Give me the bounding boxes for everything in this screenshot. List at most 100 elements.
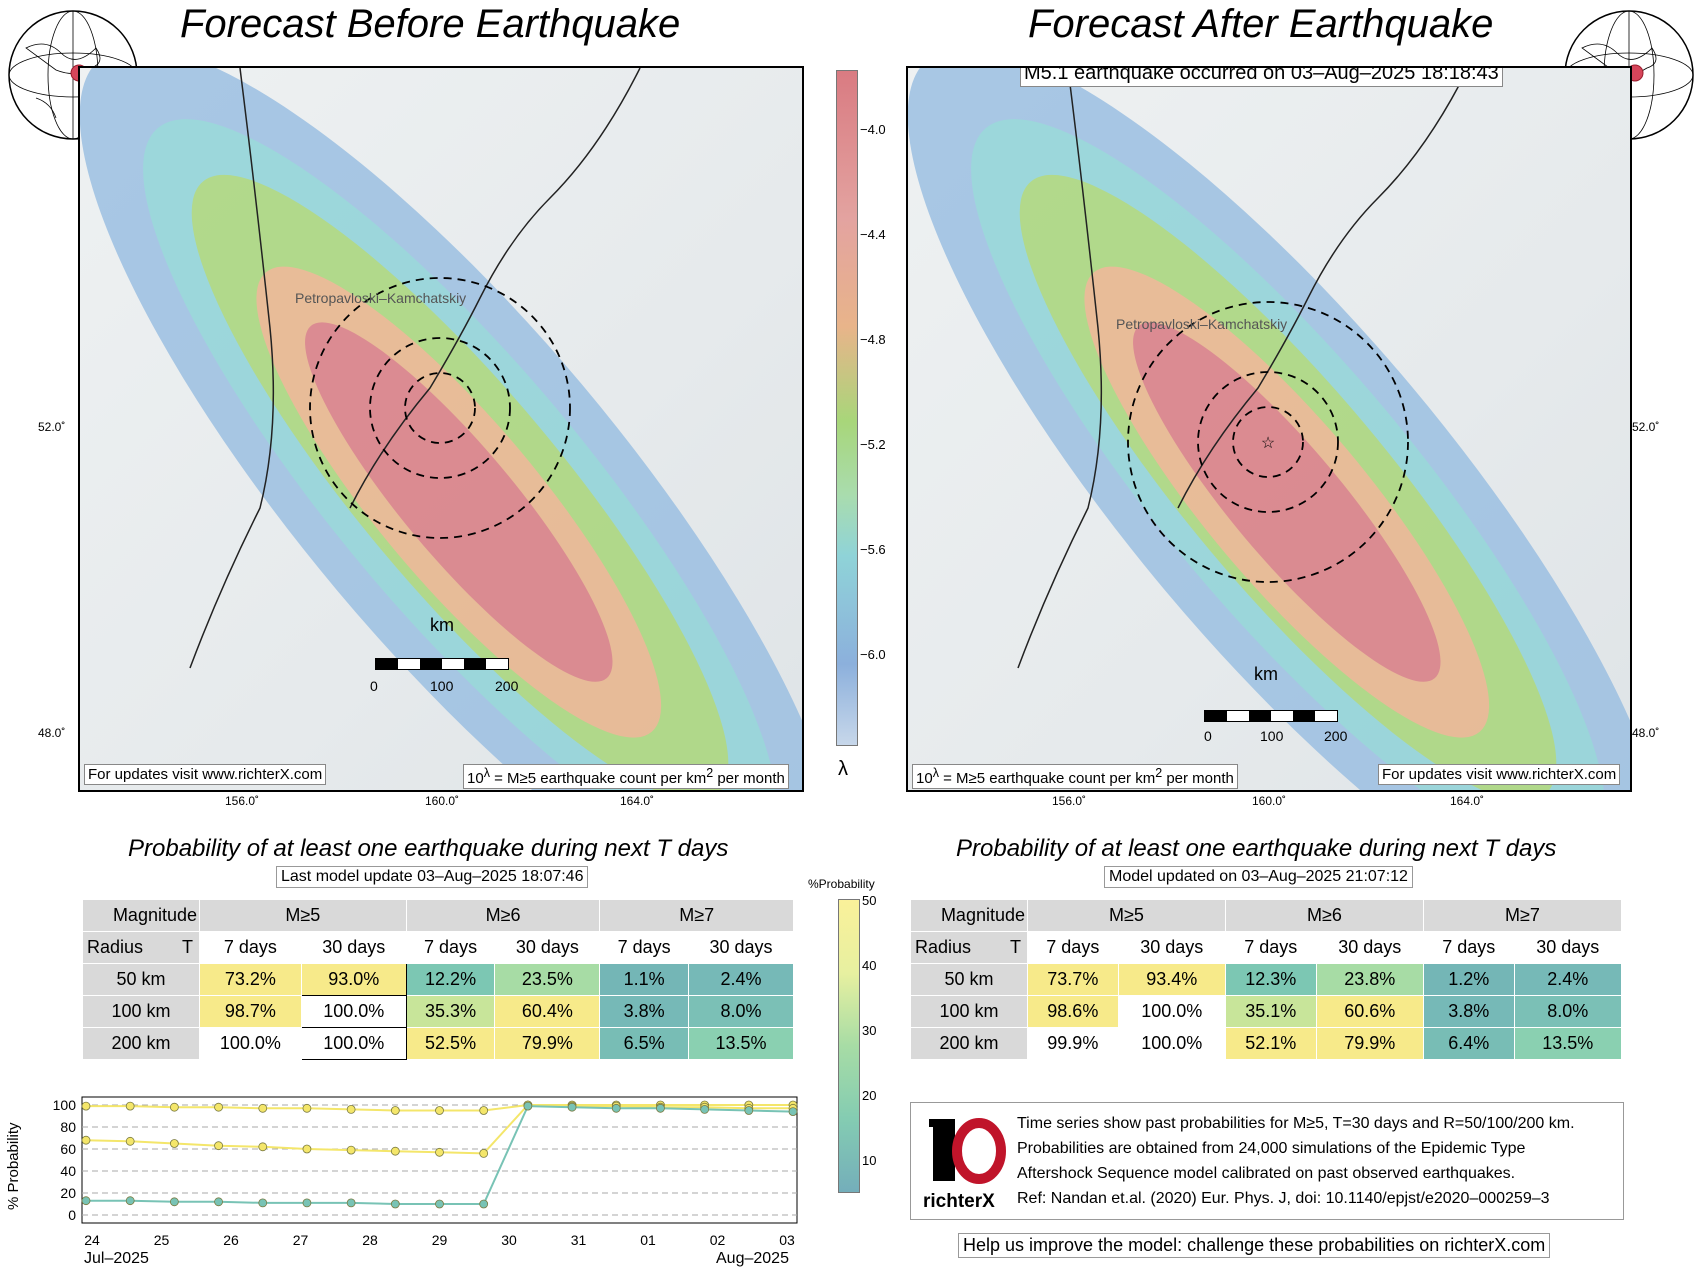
units-sup: λ (932, 766, 939, 780)
svg-text:☆: ☆ (1261, 435, 1275, 452)
period-header: 30 days (1513, 931, 1623, 964)
timeseries-xtick: 29 (432, 1232, 448, 1248)
mag-header: M≥6 (1224, 899, 1424, 932)
units-text: 10 (916, 770, 933, 787)
prob-cell: 100.0% (199, 1027, 302, 1060)
prob-cell: 100.0% (1117, 1027, 1226, 1060)
left-forecast-map[interactable]: Petropavloski–Kamchatskiy km 0 100 200 F… (78, 66, 804, 792)
corner-radius: Radius T (910, 931, 1028, 964)
prob-cell: 35.3% (405, 995, 496, 1028)
timeseries-point (125, 1196, 135, 1206)
prob-cell: 1.2% (1422, 963, 1515, 996)
radius-cell: 200 km (82, 1027, 200, 1060)
prob-cell: 13.5% (687, 1027, 795, 1060)
prob-cell: 79.9% (1315, 1027, 1424, 1060)
units-text: per month (1162, 770, 1234, 787)
table-row: 100 km 98.7% 100.0% 35.3% 60.4% 3.8% 8.0… (82, 995, 795, 1028)
timeseries-point (788, 1107, 798, 1116)
timeseries-xtick: 01 (640, 1232, 656, 1248)
info-box: richterX Time series show past probabili… (910, 1102, 1624, 1220)
prob-cell: 35.1% (1224, 995, 1317, 1028)
prob-cell: 13.5% (1513, 1027, 1623, 1060)
timeseries-ytick: 80 (60, 1119, 76, 1135)
mag-header: M≥5 (199, 899, 407, 932)
left-prob-title: Probability of at least one earthquake d… (128, 835, 729, 862)
scale-tick: 100 (430, 678, 454, 694)
prob-cell: 100.0% (300, 995, 407, 1028)
scale-bar (375, 658, 509, 670)
timeseries-point (81, 1101, 91, 1111)
prob-cell: 52.5% (405, 1027, 496, 1060)
table-row: 200 km 100.0% 100.0% 52.5% 79.9% 6.5% 13… (82, 1027, 795, 1060)
scale-tick: 200 (1324, 728, 1348, 744)
prob-cell: 79.9% (494, 1027, 601, 1060)
timeseries-point (435, 1199, 444, 1209)
timeseries-point (390, 1146, 400, 1156)
corner-t-label: T (182, 937, 193, 957)
timeseries-point (479, 1149, 489, 1158)
period-header: 30 days (1117, 931, 1226, 964)
lon-tick: 164.0˚ (1450, 794, 1485, 808)
timeseries-series (81, 1100, 798, 1209)
timeseries-chart: 100 80 60 40 20 0 24 25 26 27 28 29 30 31 01 02 03 (53, 1096, 798, 1248)
scale-tick: 0 (370, 678, 378, 694)
units-text: per month (713, 770, 785, 787)
timeseries-point (214, 1197, 223, 1207)
prob-cell: 100.0% (300, 1027, 407, 1060)
prob-cell: 99.9% (1027, 1027, 1119, 1060)
timeseries-ytick: 100 (53, 1097, 77, 1113)
timeseries-ytick: 60 (60, 1141, 76, 1157)
event-banner: M5.1 earthquake occurred on 03–Aug–2025 … (1020, 68, 1503, 87)
timeseries-ylabel: % Probability (5, 1122, 22, 1210)
prob-cell: 93.4% (1117, 963, 1226, 996)
units-text: 10 (467, 770, 484, 787)
period-header: 7 days (405, 931, 496, 964)
timeseries-point (302, 1198, 312, 1208)
period-header: 7 days (599, 931, 689, 964)
timeseries-point (125, 1136, 135, 1146)
timeseries-point (258, 1103, 268, 1113)
prob-colorbar (838, 899, 860, 1193)
timeseries-labels: 100 80 60 40 20 0 24 25 26 27 28 29 30 31 01 02 03 (53, 1097, 795, 1248)
period-header: 7 days (1422, 931, 1515, 964)
scale-tick: 200 (495, 678, 519, 694)
colorbar-tick: −4.8 (860, 332, 886, 347)
prob-cell: 2.4% (687, 963, 795, 996)
period-header: 30 days (687, 931, 795, 964)
lon-tick: 156.0˚ (225, 794, 260, 808)
left-prob-subtitle: Last model update 03–Aug–2025 18:07:46 (276, 866, 589, 888)
timeseries-point (700, 1105, 710, 1114)
timeseries-xtick: 02 (710, 1232, 726, 1248)
timeseries-point (346, 1105, 356, 1114)
help-link[interactable]: Help us improve the model: challenge the… (958, 1233, 1551, 1258)
lat-tick: 52.0˚ (38, 420, 66, 434)
colorbar-tick: −5.6 (860, 542, 886, 557)
timeseries-xtick: 26 (223, 1232, 239, 1248)
scale-tick: 0 (1204, 728, 1212, 744)
prob-cell: 2.4% (1513, 963, 1623, 996)
scale-label: km (430, 615, 454, 635)
timeseries-point (302, 1103, 312, 1113)
timeseries-point (479, 1199, 489, 1209)
prob-colorbar-tick: 20 (862, 1088, 877, 1103)
right-forecast-map[interactable]: ☆ M5.1 earthquake occurred on 03–Aug–202… (906, 66, 1632, 792)
lon-tick: 160.0˚ (1252, 794, 1287, 808)
richterx-logo-icon (929, 1118, 1006, 1184)
radius-cell: 200 km (910, 1027, 1028, 1060)
radius-cell: 50 km (82, 963, 200, 996)
corner-t-label: T (1010, 937, 1021, 957)
left-url-note: For updates visit www.richterX.com (84, 764, 327, 785)
timeseries-xtick: 30 (501, 1232, 517, 1248)
left-map-title: Forecast Before Earthquake (180, 2, 681, 46)
colorbar-label: λ (838, 758, 848, 780)
timeseries-xtick: 25 (154, 1232, 170, 1248)
right-prob-subtitle: Model updated on 03–Aug–2025 21:07:12 (1104, 866, 1413, 888)
timeseries-xtick: 28 (362, 1232, 378, 1248)
timeseries-month-left: Jul–2025 (84, 1250, 149, 1267)
table-row: 100 km 98.6% 100.0% 35.1% 60.6% 3.8% 8.0… (910, 995, 1623, 1028)
period-header: 30 days (1315, 931, 1424, 964)
prob-colorbar-tick: 10 (862, 1153, 877, 1168)
period-header: 7 days (1027, 931, 1119, 964)
timeseries-xtick: 27 (293, 1232, 309, 1248)
colorbar-tick: −5.2 (860, 437, 886, 452)
